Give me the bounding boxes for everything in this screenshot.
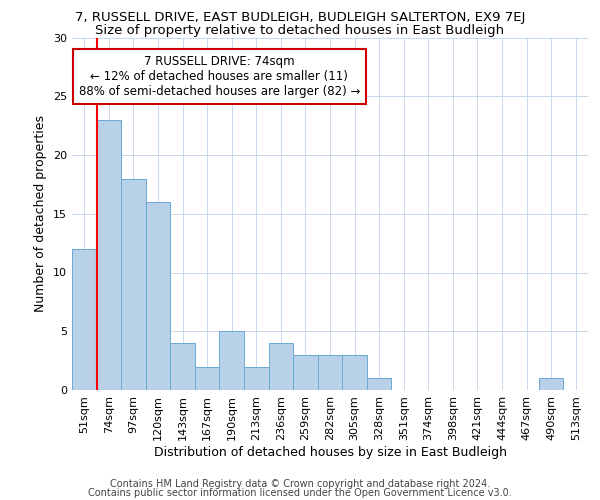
Bar xyxy=(121,178,146,390)
Bar xyxy=(269,343,293,390)
Bar xyxy=(342,355,367,390)
Bar xyxy=(72,249,97,390)
Bar xyxy=(244,366,269,390)
Bar xyxy=(220,331,244,390)
X-axis label: Distribution of detached houses by size in East Budleigh: Distribution of detached houses by size … xyxy=(154,446,506,458)
Text: 7, RUSSELL DRIVE, EAST BUDLEIGH, BUDLEIGH SALTERTON, EX9 7EJ: 7, RUSSELL DRIVE, EAST BUDLEIGH, BUDLEIG… xyxy=(75,11,525,24)
Bar xyxy=(293,355,318,390)
Bar xyxy=(195,366,220,390)
Bar xyxy=(170,343,195,390)
Bar xyxy=(146,202,170,390)
Text: Contains HM Land Registry data © Crown copyright and database right 2024.: Contains HM Land Registry data © Crown c… xyxy=(110,479,490,489)
Bar xyxy=(97,120,121,390)
Bar xyxy=(539,378,563,390)
Text: 7 RUSSELL DRIVE: 74sqm
← 12% of detached houses are smaller (11)
88% of semi-det: 7 RUSSELL DRIVE: 74sqm ← 12% of detached… xyxy=(79,55,360,98)
Bar xyxy=(318,355,342,390)
Text: Contains public sector information licensed under the Open Government Licence v3: Contains public sector information licen… xyxy=(88,488,512,498)
Bar xyxy=(367,378,391,390)
Text: Size of property relative to detached houses in East Budleigh: Size of property relative to detached ho… xyxy=(95,24,505,37)
Y-axis label: Number of detached properties: Number of detached properties xyxy=(34,116,47,312)
